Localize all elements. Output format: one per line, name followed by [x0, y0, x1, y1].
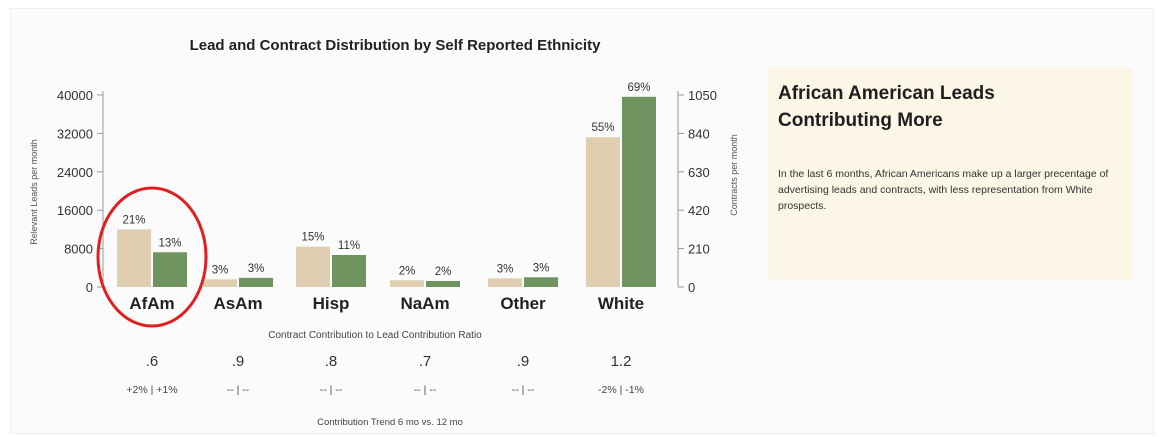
- callout-title: African American Leads Contributing More: [778, 83, 995, 131]
- category-label: AfAm: [129, 294, 174, 313]
- trend-value: -- | --: [319, 384, 343, 396]
- right-tick-label: 210: [688, 242, 710, 257]
- leads-bar: [390, 280, 424, 287]
- highlight-circle: [96, 186, 208, 328]
- right-tick-label: 1050: [688, 88, 717, 103]
- left-tick-label: 32000: [57, 126, 93, 141]
- contracts-bar: [153, 252, 187, 287]
- leads-bar-label: 3%: [212, 264, 229, 276]
- contracts-bar-label: 2%: [435, 266, 452, 278]
- category-label: Hisp: [313, 294, 350, 313]
- contracts-bar: [426, 280, 460, 287]
- right-axis-title: Contracts per month: [729, 134, 739, 216]
- trend-value: +2% | +1%: [126, 384, 178, 396]
- contracts-bar-label: 13%: [158, 237, 181, 249]
- leads-bar: [117, 229, 151, 287]
- ratio-value: .7: [418, 353, 432, 370]
- chart-title: Lead and Contract Distribution by Self R…: [189, 37, 601, 54]
- ratio-value: .9: [516, 353, 530, 370]
- right-tick-label: 840: [688, 126, 710, 141]
- category-label: AsAm: [213, 294, 262, 313]
- left-tick-label: 24000: [57, 165, 93, 180]
- left-tick-label: 0: [86, 280, 93, 295]
- contracts-bar: [239, 277, 273, 287]
- leads-bar: [488, 278, 522, 287]
- leads-bar: [203, 279, 237, 287]
- ratio-value: .9: [231, 353, 245, 370]
- contracts-bar-label: 69%: [627, 82, 650, 94]
- leads-bar-label: 21%: [122, 214, 145, 226]
- trend-title: Contribution Trend 6 mo vs. 12 mo: [317, 417, 463, 428]
- ratio-title: Contract Contribution to Lead Contributi…: [268, 330, 482, 341]
- leads-bar: [296, 246, 330, 287]
- category-label: NaAm: [400, 294, 449, 313]
- category-label: Other: [500, 294, 546, 313]
- leads-bar: [586, 137, 620, 287]
- contracts-bar-label: 3%: [248, 263, 265, 275]
- callout-body: In the last 6 months, African Americans …: [778, 168, 1109, 212]
- callout-panel: African American Leads Contributing More…: [768, 68, 1132, 280]
- contracts-bar: [332, 255, 366, 287]
- right-tick-label: 0: [688, 280, 695, 295]
- leads-bar-label: 3%: [497, 263, 514, 275]
- right-tick-label: 630: [688, 165, 710, 180]
- left-axis-title: Relevant Leads per month: [29, 139, 39, 245]
- contracts-bar-label: 11%: [338, 240, 360, 252]
- trend-value: -2% | -1%: [598, 384, 644, 396]
- leads-bar-label: 15%: [301, 232, 324, 244]
- category-label: White: [598, 294, 644, 313]
- contracts-bar-label: 3%: [533, 262, 550, 274]
- leads-bar-label: 55%: [591, 122, 614, 134]
- trend-value: -- | --: [413, 384, 437, 396]
- left-tick-label: 16000: [57, 203, 93, 218]
- leads-bar-label: 2%: [399, 265, 416, 277]
- contracts-bar: [524, 277, 558, 287]
- ratio-value: .6: [145, 353, 159, 370]
- left-tick-label: 8000: [64, 242, 93, 257]
- contracts-bar: [622, 96, 656, 287]
- trend-value: -- | --: [226, 384, 250, 396]
- ratio-value: .8: [324, 353, 338, 370]
- trend-value: -- | --: [511, 384, 535, 396]
- right-tick-label: 420: [688, 203, 710, 218]
- left-tick-label: 40000: [57, 88, 93, 103]
- ratio-value: 1.2: [610, 353, 632, 370]
